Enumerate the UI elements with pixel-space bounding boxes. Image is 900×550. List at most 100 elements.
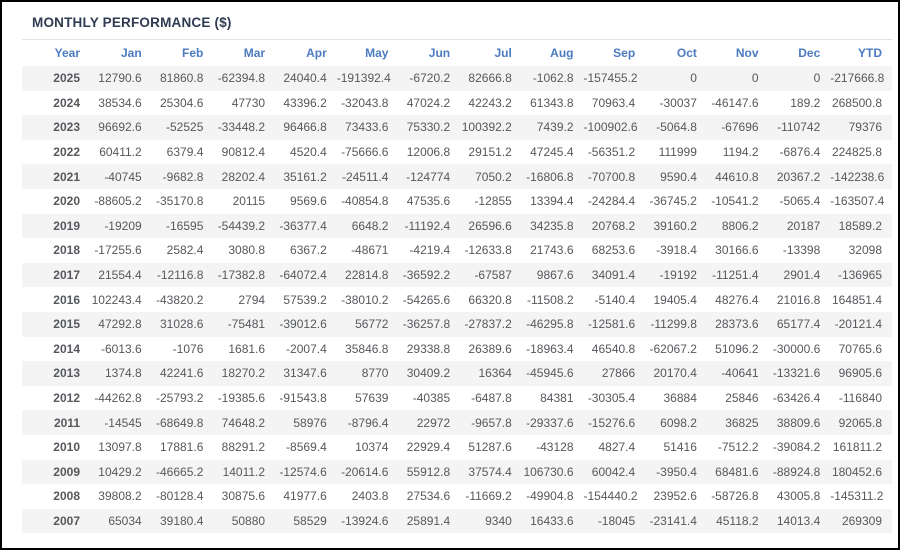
value-cell-jun: 12006.8 (406, 145, 451, 160)
value-cell-dec: 14013.4 (776, 513, 821, 528)
value-cell-nov: 48276.4 (715, 292, 759, 307)
value-cell-jun: 30409.2 (406, 366, 451, 381)
table-row-2022: 2022 60411.2 6379.4 90812.4 4520.4 -75666.6 12… (22, 139, 892, 165)
value-cell-mar: 3080.8 (228, 243, 266, 258)
value-cell-jul: 37574.4 (468, 464, 512, 479)
value-cell-mar: 30875.6 (221, 489, 266, 504)
column-header-may: May (365, 46, 389, 60)
value-cell-dec: 20187 (786, 218, 821, 233)
table-row-2012: 2012 -44262.8 -25793.2 -19385.6 -91543.8 5763… (22, 385, 892, 411)
value-cell-jun: 25891.4 (406, 513, 451, 528)
value-cell-jun: 75330.2 (406, 120, 451, 135)
value-cell-may: -13924.6 (341, 513, 389, 528)
value-cell-ytd: -217666.8 (830, 71, 885, 86)
table-row-2007: 2007 65034 39180.4 50880 58529 -13924.6 25891.… (22, 508, 892, 534)
value-cell-nov: 45118.2 (716, 513, 759, 528)
value-cell-may: 10374 (355, 440, 389, 455)
value-cell-feb: 42241.6 (159, 366, 204, 381)
value-cell-feb: 17881.6 (159, 440, 204, 455)
value-cell-apr: -39012.6 (279, 317, 327, 332)
value-cell-jan: 12790.6 (98, 71, 142, 86)
value-cell-jan: 60411.2 (99, 145, 142, 160)
column-header-aug: Aug (550, 46, 574, 60)
value-cell-dec: -88924.8 (772, 464, 821, 479)
panel-content: MONTHLY PERFORMANCE ($) Year Jan Feb Mar Apr… (2, 2, 898, 534)
value-cell-jan: 38534.6 (98, 95, 142, 110)
value-cell-dec: -63426.4 (772, 391, 821, 406)
performance-table: Year Jan Feb Mar Apr May Jun Jul Aug Sep Oct Nov Dec… (22, 40, 892, 534)
value-cell-jan: 39808.2 (98, 489, 142, 504)
column-header-oct: Oct (676, 46, 697, 60)
value-cell-jun: 47024.2 (406, 95, 451, 110)
column-header-jul: Jul (494, 46, 512, 60)
value-cell-oct: -36745.2 (649, 194, 697, 209)
value-cell-may: 57639 (355, 391, 389, 406)
value-cell-aug: 13394.4 (530, 194, 574, 209)
value-cell-ytd: 96905.6 (838, 366, 882, 381)
value-cell-apr: 6367.2 (290, 243, 327, 258)
value-cell-sep: -12581.6 (587, 317, 636, 332)
value-cell-oct: 19405.4 (653, 292, 697, 307)
value-cell-jun: -124774 (406, 169, 451, 184)
value-cell-aug: -29337.6 (526, 415, 574, 430)
column-header-year: Year (54, 46, 80, 60)
value-cell-aug: -49904.8 (526, 489, 574, 504)
value-cell-apr: -36377.4 (279, 218, 327, 233)
value-cell-feb: -25793.2 (156, 391, 204, 406)
value-cell-jul: -67587 (474, 268, 512, 283)
value-cell-may: -20614.6 (341, 464, 389, 479)
value-cell-may: 73433.6 (345, 120, 389, 135)
value-cell-nov: -40641 (721, 366, 759, 381)
value-cell-jun: 29338.8 (406, 341, 451, 356)
value-cell-feb: 2582.4 (166, 243, 204, 258)
table-row-2013: 2013 1374.8 42241.6 18270.2 31347.6 8770 30409… (22, 361, 892, 386)
value-cell-feb: -52525 (166, 120, 204, 135)
value-cell-ytd: -116840 (838, 391, 882, 406)
value-cell-jul: -6487.8 (471, 391, 512, 406)
table-row-2016: 2016 102243.4 -43820.2 2794 57539.2 -38010.2-… (22, 287, 892, 312)
year-cell: 2022 (53, 145, 80, 160)
value-cell-apr: 24040.4 (283, 71, 327, 86)
value-cell-nov: -7512.2 (717, 440, 759, 455)
value-cell-jun: -36257.8 (402, 317, 451, 332)
value-cell-apr: -64072.4 (279, 268, 327, 283)
value-cell-dec: -13321.6 (772, 366, 821, 381)
value-cell-dec: 2901.4 (783, 268, 821, 283)
value-cell-aug: 21743.6 (530, 243, 574, 258)
value-cell-sep: 70963.4 (591, 95, 636, 110)
value-cell-mar: 28202.4 (221, 169, 266, 184)
value-cell-ytd: 269309 (841, 513, 882, 528)
value-cell-jul: 9340 (485, 513, 512, 528)
value-cell-dec: 189.2 (790, 95, 821, 110)
value-cell-jul: -12855 (474, 194, 512, 209)
value-cell-jan: -6013.6 (100, 341, 142, 356)
value-cell-mar: 90812.4 (221, 145, 266, 160)
value-cell-jul: 51287.6 (468, 440, 512, 455)
value-cell-aug: -45945.6 (526, 366, 574, 381)
column-header-jan: Jan (121, 46, 142, 60)
year-cell: 2020 (53, 194, 80, 209)
panel-title: MONTHLY PERFORMANCE ($) (32, 15, 232, 30)
value-cell-aug: 106730.6 (523, 464, 574, 479)
column-header-dec: Dec (798, 46, 821, 60)
year-cell: 2009 (53, 464, 80, 479)
value-cell-dec: 21016.8 (776, 292, 821, 307)
value-cell-apr: 58529 (293, 513, 327, 528)
value-cell-sep: -70700.8 (587, 169, 636, 184)
value-cell-sep: -15276.6 (587, 415, 636, 430)
value-cell-mar: 20115 (232, 194, 266, 209)
value-cell-mar: 47730 (231, 95, 266, 110)
table-row-2023: 2023 96692.6 -52525 -33448.2 96466.8 73433.6 7… (22, 115, 892, 140)
value-cell-jan: 13097.8 (98, 440, 142, 455)
value-cell-aug: 16433.6 (530, 513, 574, 528)
value-cell-nov: 28373.6 (715, 317, 759, 332)
value-cell-nov: 44610.8 (715, 169, 759, 184)
year-cell: 2021 (53, 169, 80, 184)
table-row-2011: 2011 -14545 -68649.8 74648.2 58976 -8796.4 229… (22, 410, 892, 435)
value-cell-dec: -39084.2 (772, 440, 821, 455)
value-cell-mar: 50880 (231, 513, 266, 528)
value-cell-ytd: 79376 (848, 120, 882, 135)
value-cell-feb: -80128.4 (156, 489, 204, 504)
value-cell-oct: -19192 (659, 268, 697, 283)
